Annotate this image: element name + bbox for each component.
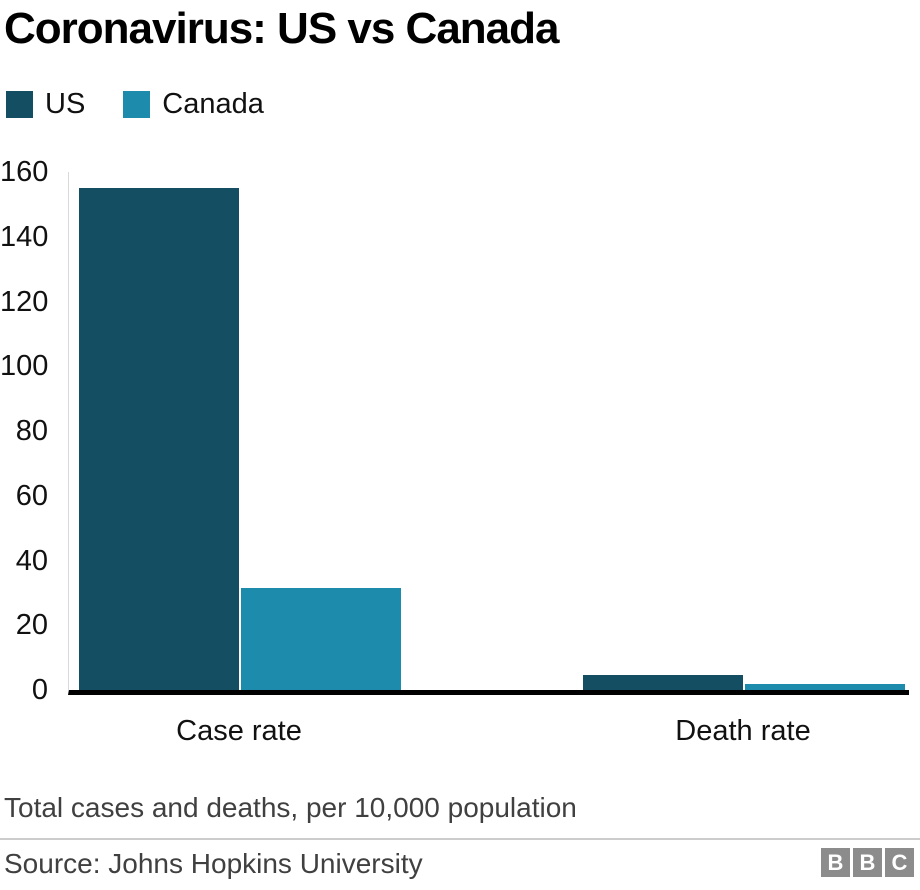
y-tick-label-160: 160 xyxy=(0,156,49,188)
bar-group-death-rate xyxy=(583,675,905,690)
y-tick-label-20: 20 xyxy=(15,609,48,642)
bar-us-death-rate xyxy=(583,675,743,690)
y-tick-label-100: 100 xyxy=(0,350,49,383)
y-tick-label-120: 120 xyxy=(0,285,49,318)
plot-area xyxy=(68,172,909,695)
legend-swatch-canada xyxy=(123,91,151,118)
chart-footnote: Total cases and deaths, per 10,000 popul… xyxy=(4,792,577,823)
y-tick-label-80: 80 xyxy=(15,415,48,447)
legend-label-us: US xyxy=(45,88,86,120)
bar-group-case-rate xyxy=(79,188,401,690)
legend-swatch-us xyxy=(6,91,33,118)
legend-label-canada: Canada xyxy=(162,88,264,120)
bbc-logo-block-1: B xyxy=(821,848,850,877)
y-tick-label-60: 60 xyxy=(15,479,48,512)
footer-divider xyxy=(0,838,920,840)
legend-item-us: US xyxy=(6,88,85,121)
source-text: Source: Johns Hopkins University xyxy=(4,848,423,879)
y-tick-label-0: 0 xyxy=(31,674,48,706)
x-category-label-case-rate: Case rate xyxy=(176,715,302,747)
legend-item-canada: Canada xyxy=(123,88,264,121)
bbc-logo-block-2: B xyxy=(853,848,882,877)
y-tick-label-40: 40 xyxy=(15,544,48,577)
y-tick-label-140: 140 xyxy=(0,220,49,253)
bar-canada-death-rate xyxy=(745,683,905,690)
x-category-label-death-rate: Death rate xyxy=(675,715,811,747)
bar-canada-case-rate xyxy=(241,588,401,690)
legend: US Canada xyxy=(6,88,264,121)
bar-chart: 0 20 40 60 80 100 120 140 160 Case rate Death rat… xyxy=(0,150,920,770)
bbc-logo-block-3: C xyxy=(885,848,914,877)
bar-us-case-rate xyxy=(79,188,239,690)
chart-title: Coronavirus: US vs Canada xyxy=(4,4,559,53)
